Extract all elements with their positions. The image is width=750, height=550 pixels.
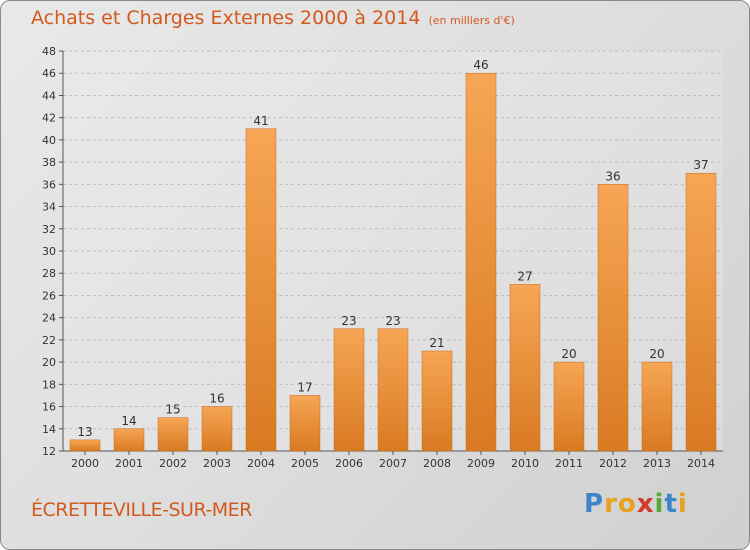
bar xyxy=(201,406,233,452)
x-tick-label: 2006 xyxy=(335,457,363,470)
bar xyxy=(597,184,629,452)
data-label: 41 xyxy=(253,114,268,128)
logo-letter: r xyxy=(604,489,618,519)
x-tick-label: 2008 xyxy=(423,457,451,470)
data-label: 13 xyxy=(77,425,92,439)
data-label: 20 xyxy=(649,347,664,361)
bar xyxy=(641,361,673,452)
x-tick-label: 2012 xyxy=(599,457,627,470)
bar xyxy=(333,328,365,452)
bar xyxy=(421,350,453,452)
bar xyxy=(553,361,585,452)
y-tick-label: 48 xyxy=(42,45,56,58)
y-tick-label: 24 xyxy=(42,312,56,325)
y-tick-label: 36 xyxy=(42,178,56,191)
logo-letter: t xyxy=(664,489,678,519)
y-tick-label: 34 xyxy=(42,201,56,214)
y-tick-label: 40 xyxy=(42,134,56,147)
data-label: 21 xyxy=(429,336,444,350)
data-label: 23 xyxy=(385,314,400,328)
data-label: 37 xyxy=(693,158,708,172)
data-label: 14 xyxy=(121,414,136,428)
logo-letter: o xyxy=(617,489,637,519)
y-tick-label: 30 xyxy=(42,245,56,258)
bar xyxy=(245,128,277,452)
data-label: 15 xyxy=(165,403,180,417)
x-tick-label: 2004 xyxy=(247,457,275,470)
bar xyxy=(289,395,321,452)
logo-letter: P xyxy=(584,489,605,519)
x-tick-label: 2003 xyxy=(203,457,231,470)
y-tick-label: 42 xyxy=(42,112,56,125)
y-tick-label: 14 xyxy=(42,423,56,436)
y-tick-label: 46 xyxy=(42,67,56,80)
data-label: 27 xyxy=(517,269,532,283)
chart-title: Achats et Charges Externes 2000 à 2014 (e… xyxy=(31,7,515,29)
y-tick-label: 16 xyxy=(42,401,56,414)
bar xyxy=(465,72,497,452)
y-tick-label: 22 xyxy=(42,334,56,347)
bar xyxy=(509,284,541,452)
y-tick-label: 20 xyxy=(42,356,56,369)
x-tick-label: 2007 xyxy=(379,457,407,470)
y-tick-label: 32 xyxy=(42,223,56,236)
y-tick-label: 28 xyxy=(42,267,56,280)
y-tick-label: 44 xyxy=(42,89,56,102)
data-label: 46 xyxy=(473,58,488,72)
data-label: 16 xyxy=(209,392,224,406)
y-tick-label: 18 xyxy=(42,378,56,391)
x-tick-label: 2014 xyxy=(687,457,715,470)
proxiti-logo: Proxiti xyxy=(584,489,688,519)
logo-letter: i xyxy=(654,489,665,519)
y-tick-label: 12 xyxy=(42,445,56,458)
place-name: ÉCRETTEVILLE-SUR-MER xyxy=(31,499,252,521)
data-label: 23 xyxy=(341,314,356,328)
bar xyxy=(113,428,145,452)
x-tick-label: 2005 xyxy=(291,457,319,470)
bar xyxy=(69,439,101,452)
chart-title-text: Achats et Charges Externes 2000 à 2014 xyxy=(31,7,421,29)
x-tick-label: 2000 xyxy=(71,457,99,470)
bar xyxy=(157,417,189,452)
data-label: 17 xyxy=(297,380,312,394)
bar xyxy=(685,172,717,452)
y-tick-label: 38 xyxy=(42,156,56,169)
x-tick-label: 2011 xyxy=(555,457,583,470)
chart-unit: (en milliers d'€) xyxy=(428,14,515,27)
x-tick-label: 2013 xyxy=(643,457,671,470)
y-tick-label: 26 xyxy=(42,289,56,302)
logo-letter: x xyxy=(636,489,655,519)
x-tick-label: 2001 xyxy=(115,457,143,470)
data-label: 20 xyxy=(561,347,576,361)
bar xyxy=(377,328,409,452)
data-label: 36 xyxy=(605,169,620,183)
x-tick-label: 2010 xyxy=(511,457,539,470)
logo-letter: i xyxy=(677,489,688,519)
x-tick-label: 2009 xyxy=(467,457,495,470)
x-tick-label: 2002 xyxy=(159,457,187,470)
